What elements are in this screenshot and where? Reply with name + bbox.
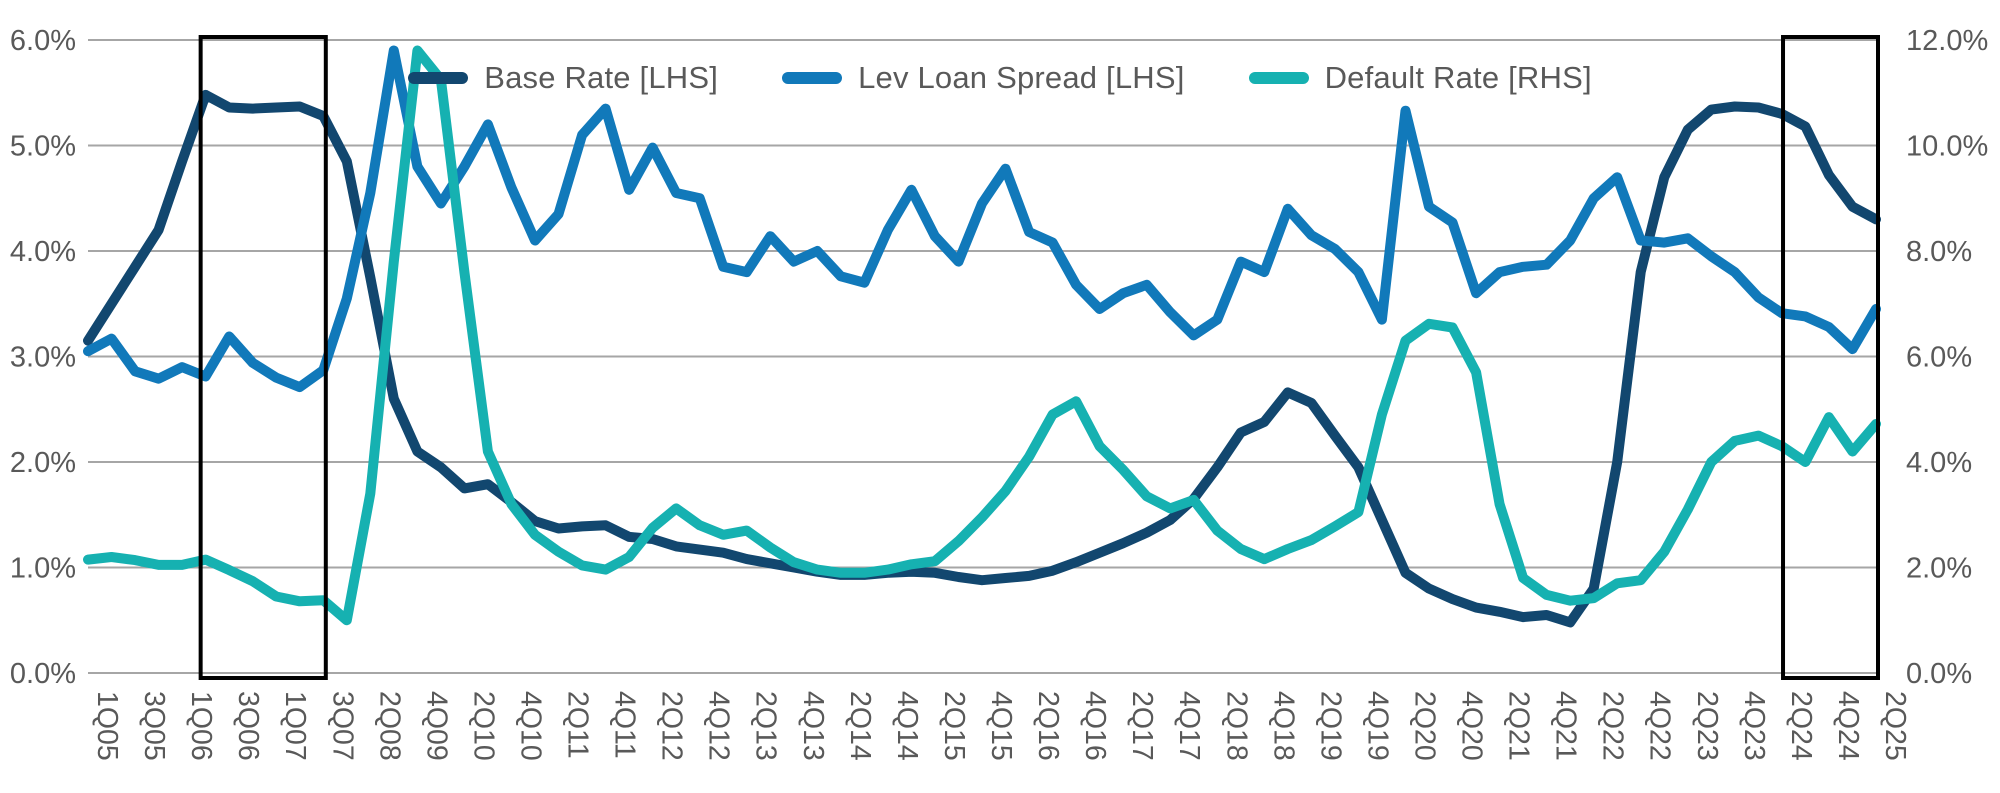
y-axis-right-tick-label: 12.0% (1906, 25, 1988, 57)
y-axis-right-tick-label: 0.0% (1906, 658, 1972, 690)
x-axis-tick-label: 4Q19 (1361, 691, 1393, 761)
y-axis-left-tick-label: 2.0% (10, 447, 76, 479)
x-axis-tick-label: 2Q24 (1785, 691, 1817, 761)
x-axis-tick-label: 4Q18 (1267, 691, 1299, 761)
x-axis-tick-label: 2Q08 (373, 691, 405, 761)
x-axis-tick-label: 4Q24 (1832, 691, 1864, 761)
highlight-box (1781, 35, 1881, 680)
y-axis-left-tick-label: 1.0% (10, 553, 76, 585)
x-axis-tick-label: 4Q11 (609, 691, 641, 759)
x-axis-tick-label: 1Q06 (185, 691, 217, 761)
lev-loan-spread-lhs-line (83, 45, 1881, 393)
x-axis-tick-label: 3Q06 (232, 691, 264, 761)
x-axis-tick-label: 4Q20 (1456, 691, 1488, 761)
x-axis-tick-label: 4Q16 (1079, 691, 1111, 761)
legend-item-lev-loan-spread: Lev Loan Spread [LHS] (782, 60, 1184, 96)
x-axis-tick-label: 2Q12 (656, 691, 688, 761)
legend-label-lev-loan-spread: Lev Loan Spread [LHS] (858, 60, 1185, 95)
x-axis-tick-label: 2Q15 (938, 691, 970, 761)
x-axis-tick-label: 4Q09 (420, 691, 452, 761)
x-axis-tick-label: 2Q16 (1032, 691, 1064, 761)
x-axis-tick-label: 4Q21 (1550, 691, 1582, 761)
x-axis-tick-label: 4Q15 (985, 691, 1017, 761)
x-axis-tick-label: 4Q13 (797, 691, 829, 761)
lev-loan-spread-swatch-icon (782, 72, 843, 84)
x-axis-tick-label: 1Q05 (91, 691, 123, 761)
legend-label-base-rate: Base Rate [LHS] (484, 60, 719, 95)
x-axis-tick-label: 2Q17 (1126, 691, 1158, 761)
y-axis-right-tick-label: 10.0% (1906, 131, 1988, 163)
x-axis-tick-label: 3Q07 (326, 691, 358, 761)
x-axis-tick-label: 2Q10 (467, 691, 499, 761)
x-axis-tick-label: 2Q25 (1879, 691, 1911, 761)
base-rate-swatch-icon (408, 72, 469, 84)
y-axis-left-tick-label: 5.0% (10, 131, 76, 163)
x-axis-tick-label: 4Q10 (514, 691, 546, 761)
x-axis-tick-label: 2Q20 (1408, 691, 1440, 761)
legend-item-base-rate: Base Rate [LHS] (408, 60, 718, 96)
legend-label-default-rate: Default Rate [RHS] (1324, 60, 1592, 95)
x-axis-tick-label: 4Q22 (1644, 691, 1676, 761)
y-axis-right-tick-label: 8.0% (1906, 236, 1972, 268)
x-axis-tick-label: 2Q14 (844, 691, 876, 761)
x-axis-tick-label: 2Q21 (1503, 691, 1535, 761)
x-axis-tick-label: 2Q18 (1220, 691, 1252, 761)
y-axis-left-tick-label: 3.0% (10, 342, 76, 374)
default-rate-rhs-line (83, 45, 1881, 626)
y-axis-left-tick-label: 4.0% (10, 236, 76, 268)
default-rate-swatch-icon (1248, 72, 1309, 84)
x-axis-tick-label: 2Q22 (1597, 691, 1629, 761)
y-axis-left-tick-label: 0.0% (10, 658, 76, 690)
x-axis-tick-label: 4Q23 (1738, 691, 1770, 761)
x-axis-tick-label: 2Q11 (562, 691, 594, 759)
y-axis-right-tick-label: 6.0% (1906, 342, 1972, 374)
y-axis-left-tick-label: 6.0% (10, 25, 76, 57)
x-axis-tick-label: 4Q17 (1173, 691, 1205, 761)
x-axis-tick-label: 2Q13 (750, 691, 782, 761)
x-axis-tick-label: 4Q12 (703, 691, 735, 761)
x-axis-tick-label: 2Q19 (1314, 691, 1346, 761)
x-axis-tick-label: 1Q07 (279, 691, 311, 761)
y-axis-right-tick-label: 2.0% (1906, 553, 1972, 585)
chart-legend: Base Rate [LHS] Lev Loan Spread [LHS] De… (0, 60, 2000, 96)
x-axis-tick-label: 4Q14 (891, 691, 923, 761)
x-axis-tick-label: 2Q23 (1691, 691, 1723, 761)
y-axis-right-tick-label: 4.0% (1906, 447, 1972, 479)
legend-item-default-rate: Default Rate [RHS] (1248, 60, 1592, 96)
highlight-box (198, 35, 328, 680)
x-axis-tick-label: 3Q05 (138, 691, 170, 761)
